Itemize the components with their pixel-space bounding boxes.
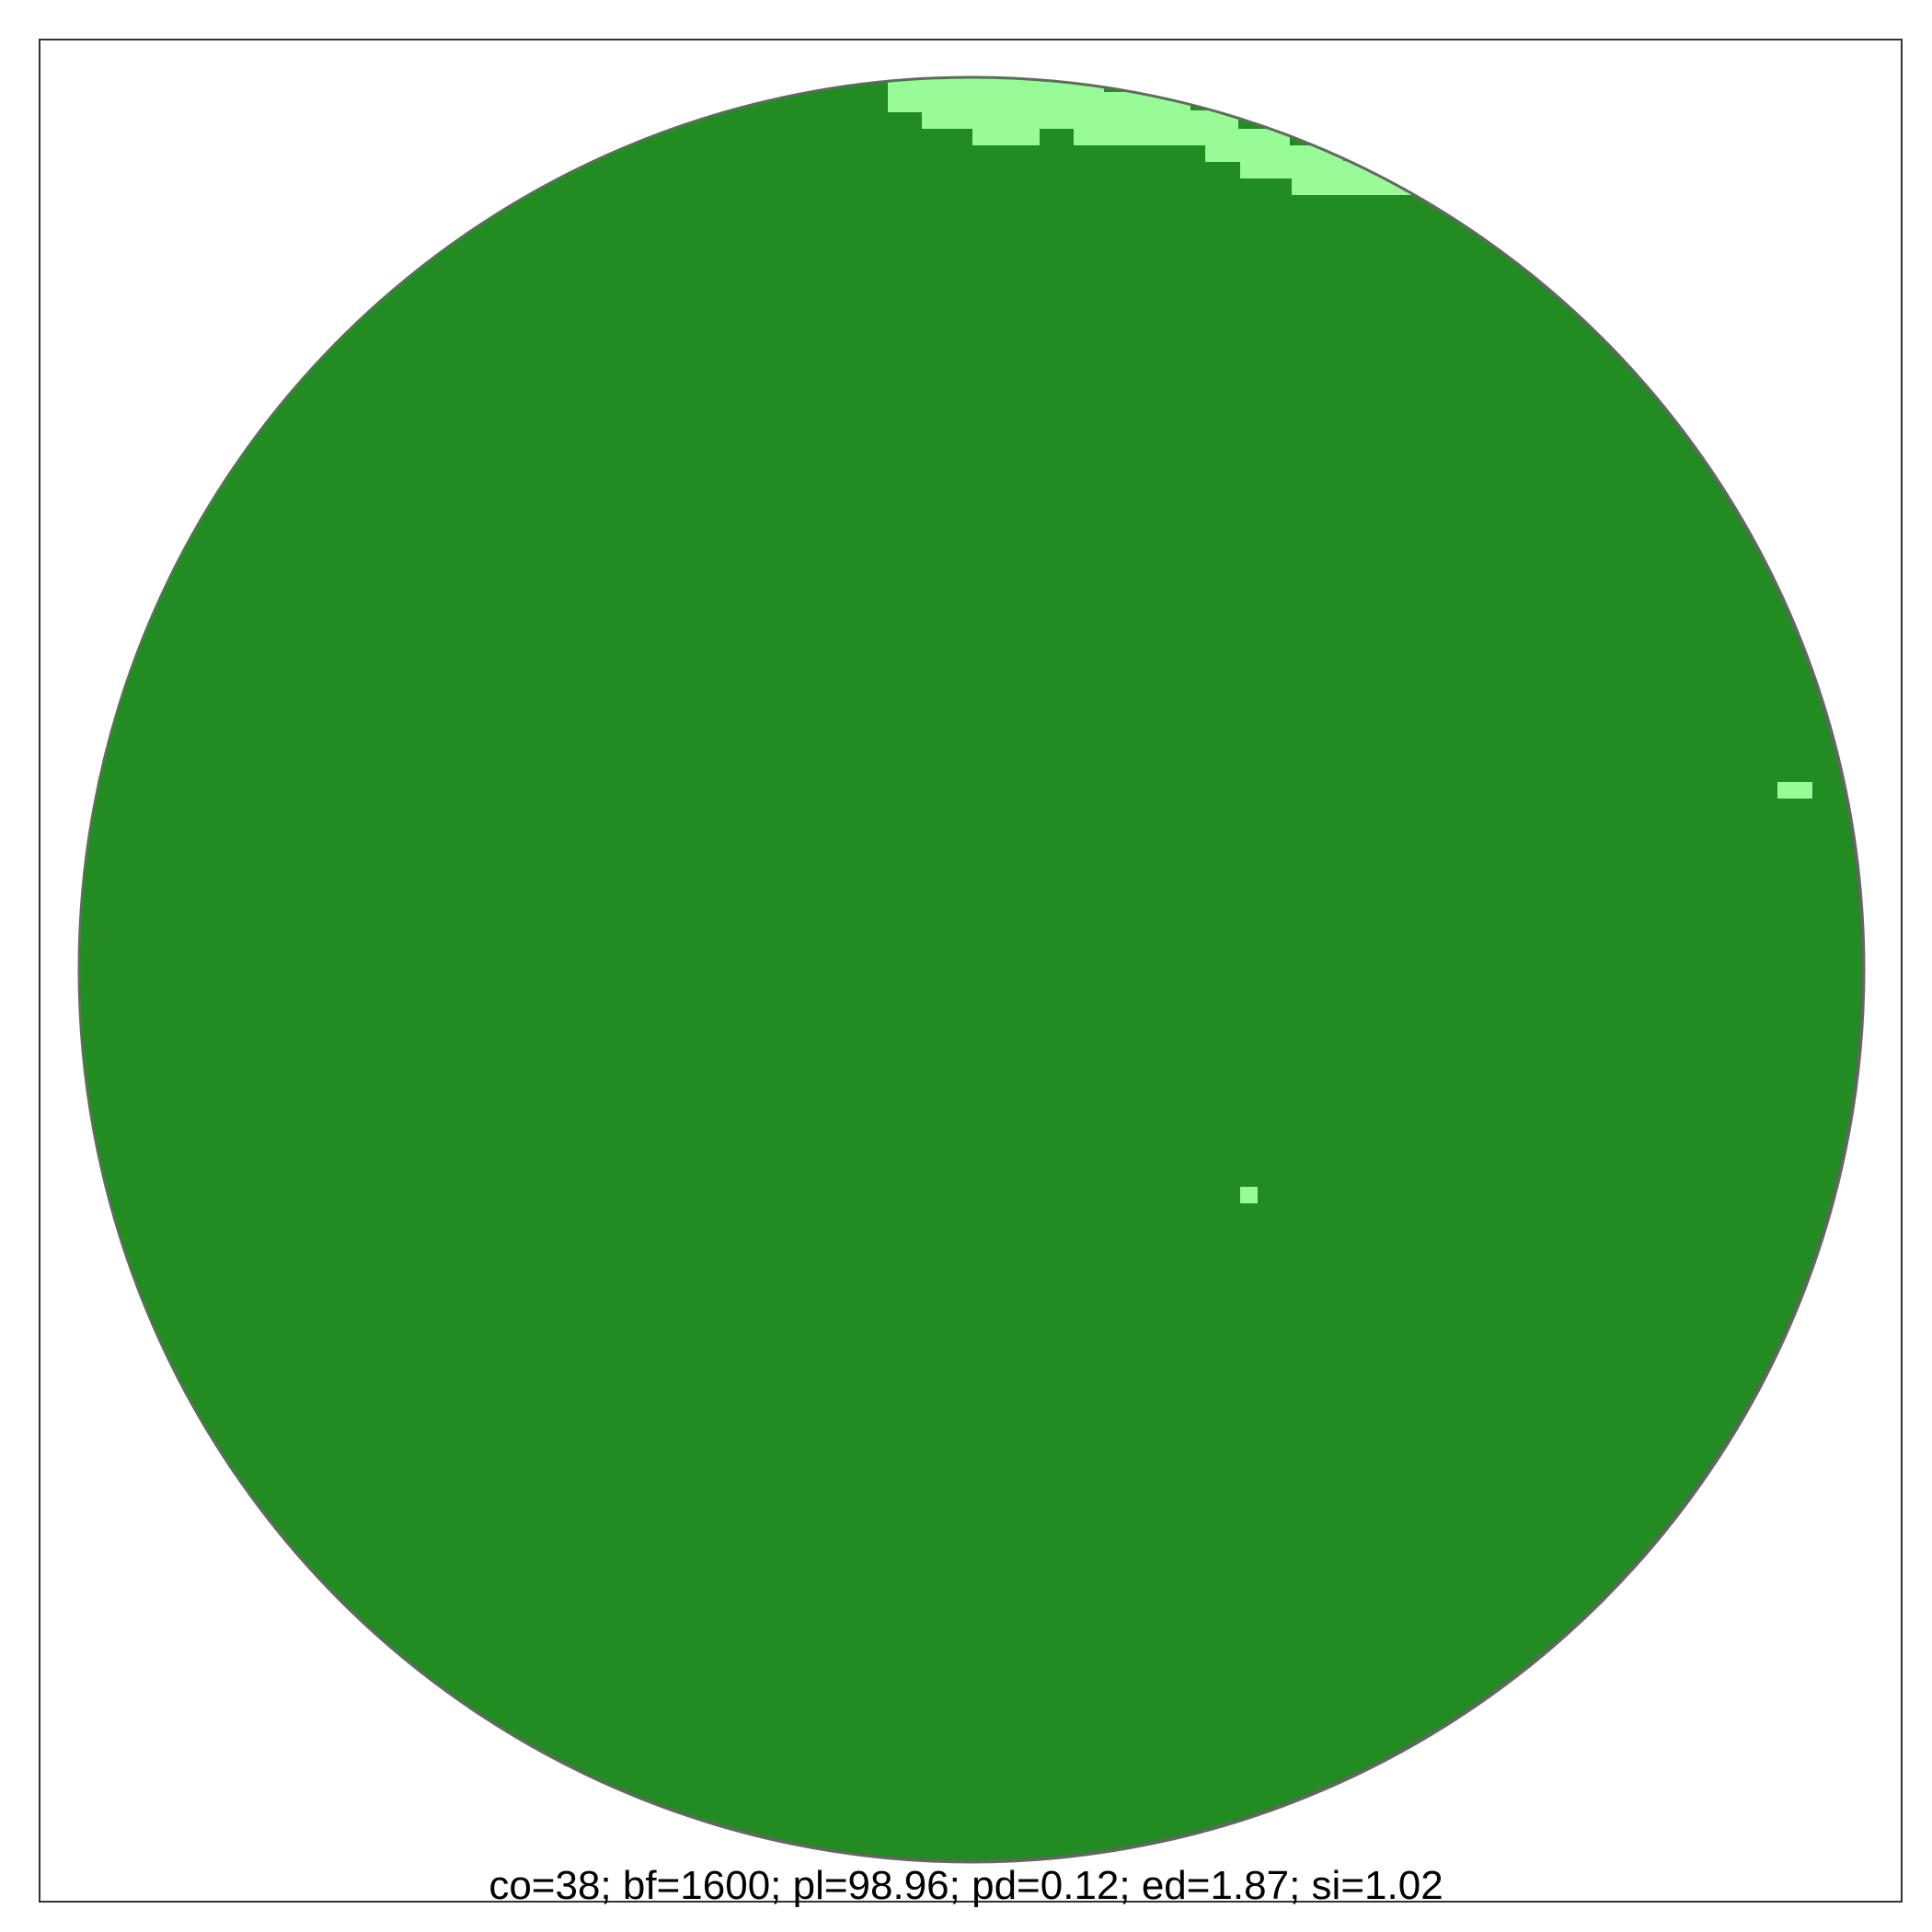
disk-region	[79, 77, 1864, 1862]
light-patch-center-right	[1240, 1187, 1258, 1203]
plot-frame	[39, 39, 1903, 1903]
reference-circle	[77, 75, 1866, 1864]
light-patch-right	[1777, 782, 1812, 799]
stats-caption: co=38; bf=1600; pl=98.96; pd=0.12; ed=1.…	[489, 1863, 1443, 1908]
light-region-top	[888, 77, 1412, 195]
dark-region	[79, 77, 1864, 1862]
